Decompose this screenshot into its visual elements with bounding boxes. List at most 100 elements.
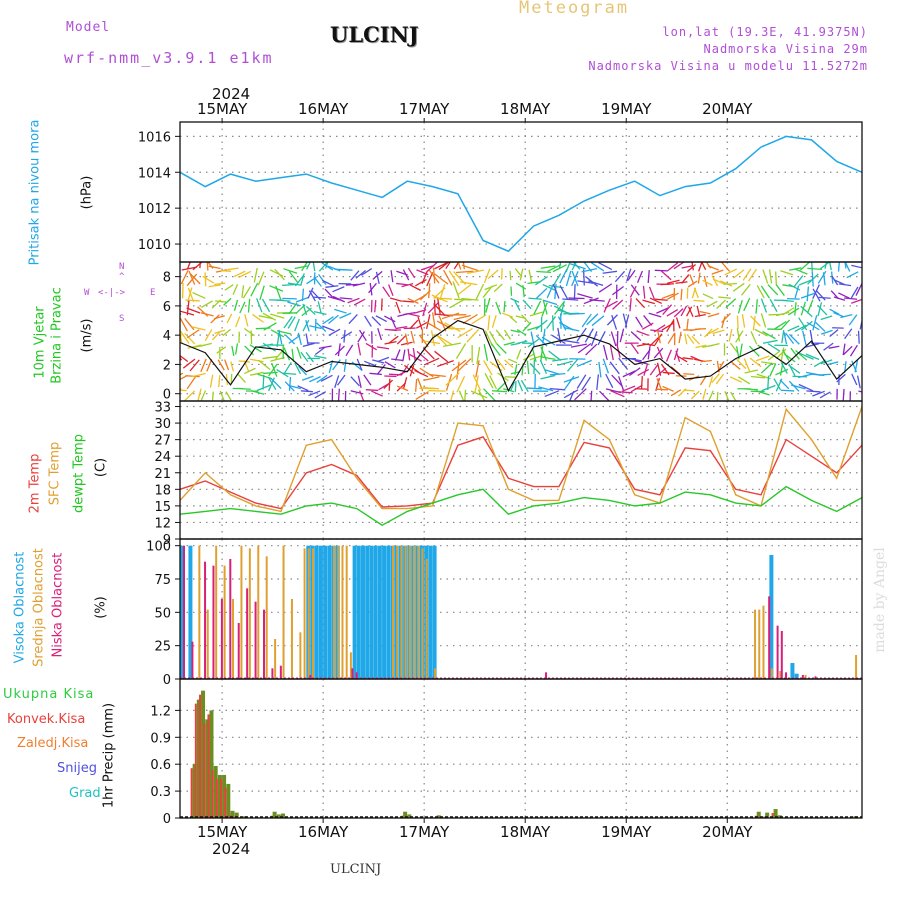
wind-arrow [690,390,700,400]
wind-arrow [363,374,372,386]
wind-arrow [448,270,460,287]
wind-arrow [666,308,679,317]
wind-arrow [227,267,239,271]
wind-arrow [298,365,307,376]
wind-arrow [815,321,826,332]
wind-arrow [629,367,641,377]
wind-arrow [675,281,688,284]
wind-arrow [483,343,489,361]
wind-arrow [636,270,644,284]
cloud-bar [776,625,779,679]
wind-arrow [444,322,461,333]
wind-arrow [851,373,858,386]
wind-arrow [437,335,453,346]
wind-arrow [794,285,800,299]
cloud-bar [240,545,243,679]
wind-arrow [365,389,379,392]
wind-arrow [180,317,188,332]
temp-series-line [179,406,863,513]
day-label-top: 15MAY [197,100,248,118]
precip-bar [765,812,770,818]
wind-arrow [445,372,460,386]
wind-arrow [302,342,315,348]
precip-total-label: Ukupna Kisa [3,687,95,702]
wind-arrow [585,343,598,356]
wind-arrow [377,356,390,363]
wind-arrow [581,313,592,328]
wind-arrow [586,313,599,326]
wind-arrow [681,274,690,284]
wind-arrow [577,293,593,299]
y-tick-label: 18 [154,483,171,498]
cloud-bar [223,565,226,679]
wind-arrow [402,269,410,281]
wind-arrow [736,328,741,342]
cloud-bar [337,545,340,679]
wind-arrow [851,264,862,269]
wind-arrow [428,283,431,299]
wind-arrow [312,262,316,272]
wind-arrow [794,275,804,287]
cloud-bar [314,545,319,679]
wind-arrow [516,349,522,360]
wind-arrow [630,331,642,342]
wind-arrow [780,389,795,392]
wind-arrow [528,297,542,300]
wind-arrow [305,351,314,363]
wind-arrow [218,375,221,388]
wind-arrow [200,358,207,373]
wind-arrow [192,291,206,299]
wind-arrow [250,390,265,395]
precip-bar [403,811,408,818]
wind-arrow [642,285,646,299]
cloud-bar [349,652,352,679]
wind-arrow [182,358,196,369]
wind-arrow [495,301,502,315]
wind-arrow [288,376,292,391]
day-label-top: 17MAY [399,100,450,118]
wind-arrow [750,331,758,345]
precip-conv-bar [228,814,231,818]
precip-conv-bar [771,813,774,818]
y-tick-label: 75 [154,573,171,588]
y-tick-label: 0 [163,388,171,403]
wind-arrow [325,285,339,288]
wind-arrow [449,298,466,309]
wind-arrow [712,329,725,335]
wind-arrow [180,269,189,285]
y-tick-label: 2 [163,358,171,373]
frame-layer: 1010101210141016024689121518212427303302… [138,100,863,841]
wind-arrow [712,278,725,285]
wind-arrow [270,356,285,362]
wind-arrow [297,385,309,392]
wind-arrow [547,264,562,272]
wind-arrow [456,375,466,393]
wind-arrow [337,388,340,401]
wind-arrow [743,297,751,312]
wind-arrow [372,270,383,280]
wind-arrow [358,329,367,342]
wind-arrow [324,288,335,299]
wind-arrow [457,358,472,372]
wind-arrow [754,328,768,337]
wind-arrow [244,345,254,356]
wind-arrow [484,284,498,291]
wind-arrow [833,296,846,301]
cloud-bar [413,545,416,679]
wind-arrow [721,316,726,329]
wind-arrow [529,311,543,317]
wind-arrow [798,279,813,286]
wind-arrow [563,326,580,332]
wind-arrow [183,390,196,401]
wind-arrow [475,360,480,378]
wind-arrow [384,361,396,369]
wind-arrow [455,270,474,274]
wind-arrow [603,298,611,313]
wind-arrow [805,343,820,348]
wind-arrow [708,390,714,401]
wind-arrow [829,329,839,338]
wind-arrow [702,279,713,286]
compass-arrow-h: <-|-> [98,288,126,298]
wind-arrow [282,297,297,300]
precip-bar [209,710,214,818]
